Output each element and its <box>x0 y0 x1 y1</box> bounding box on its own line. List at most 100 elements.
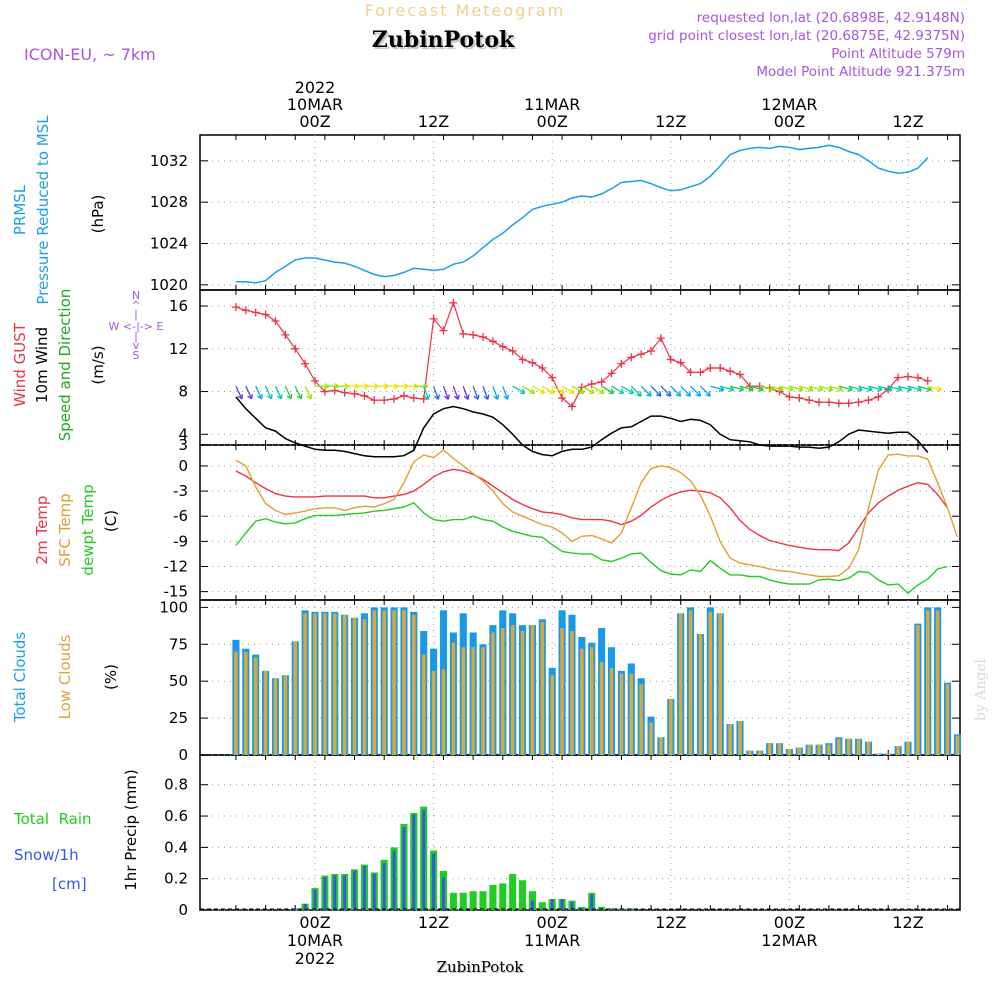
wind-arrow <box>699 385 711 397</box>
wind-gust-marker <box>518 355 527 364</box>
wind-arrow <box>235 385 243 400</box>
wind-gust-marker <box>627 353 636 362</box>
wind-arrow-head <box>237 393 244 400</box>
low-cloud-bar <box>777 743 782 755</box>
precip-frame <box>199 754 961 911</box>
wind-arrow-head <box>655 391 662 397</box>
temp-ytick-label: -9 <box>173 532 188 550</box>
wind-gust-marker <box>696 368 705 377</box>
precip-legend-unit: [cm] <box>52 875 87 893</box>
low-cloud-bar <box>392 610 396 755</box>
low-cloud-bar <box>916 625 920 755</box>
low-cloud-bar <box>234 651 238 755</box>
low-cloud-bar <box>748 750 752 755</box>
rain-bar <box>538 902 546 910</box>
wind-arrow <box>255 385 263 400</box>
compass-s: S <box>133 349 140 362</box>
low-cloud-bar <box>362 619 367 755</box>
low-cloud-bar <box>896 746 900 755</box>
wind-arrow <box>452 385 459 400</box>
closest-point: grid point closest lon,lat (20.6875E, 42… <box>648 28 965 44</box>
wind-arrow-head <box>443 394 450 400</box>
snow-bar <box>432 853 436 910</box>
wind-arrow-head <box>463 394 470 400</box>
wind-gust-marker <box>459 329 468 338</box>
wind-arrow-head <box>588 388 595 394</box>
wind-gust-marker <box>913 373 922 382</box>
bottom-tick-label: 00Z <box>774 913 805 932</box>
low-clouds-label: Low Clouds <box>56 634 74 719</box>
wind-gust-marker <box>785 392 794 401</box>
low-cloud-bar <box>649 722 653 755</box>
precip-legend: Total Rain Snow/1h [cm] 1hr Precip (mm) <box>13 769 140 893</box>
low-cloud-bar <box>846 738 851 755</box>
wind-gust-marker <box>419 395 428 404</box>
low-cloud-bar <box>698 633 703 755</box>
bottom-tick-label: 12Z <box>418 913 449 932</box>
top-tick-label: 2022 <box>295 78 336 97</box>
wind-gust-marker <box>479 333 488 342</box>
wind-arrow-head <box>424 394 431 400</box>
pressure-ytick-label: 1020 <box>150 276 188 294</box>
low-cloud-bar <box>797 747 802 755</box>
bottom-tick-label: 11MAR <box>524 931 580 950</box>
wind-arrow <box>512 385 526 394</box>
wind-arrow <box>532 385 545 394</box>
low-cloud-bar <box>451 642 456 755</box>
wind-arrow <box>571 385 585 394</box>
wind-arrow <box>541 385 555 394</box>
pressure-line <box>235 144 929 284</box>
wind-arrow-head <box>675 391 682 397</box>
low-cloud-bar <box>491 632 495 755</box>
wind-gust-marker <box>666 355 675 364</box>
wind-gust-marker <box>330 386 339 395</box>
wind-arrow <box>868 385 883 391</box>
wind-gust-marker <box>301 359 310 368</box>
low-cloud-bar <box>827 744 831 755</box>
low-cloud-bar <box>273 678 278 755</box>
low-cloud-bar <box>757 750 762 755</box>
wind-gust-marker <box>726 367 735 376</box>
wind-arrow-head <box>618 388 625 394</box>
bottom-tick-label: 10MAR <box>287 931 343 950</box>
low-cloud-bar <box>767 743 772 755</box>
wind-arrow-head <box>266 393 273 400</box>
wind-gust-marker <box>291 344 300 353</box>
low-cloud-bar <box>332 613 337 755</box>
snow-bar <box>422 809 426 910</box>
rain-bar <box>489 884 497 910</box>
wind-arrow-head <box>628 388 635 394</box>
point-altitude: Point Altitude 579m <box>831 46 965 62</box>
low-cloud-bar <box>303 613 307 755</box>
wind-arrow <box>630 385 642 397</box>
low-cloud-bar <box>570 631 574 755</box>
temp-unit: (C) <box>102 510 120 532</box>
wind-gust-marker <box>834 399 843 408</box>
wind-gust-marker <box>261 310 270 319</box>
wind-compass: N ^ | W <-|-> E | v S <box>109 289 164 362</box>
low-cloud-bar <box>244 651 248 755</box>
wind-gust-marker <box>281 330 290 339</box>
wind-ytick-label: 12 <box>169 340 188 358</box>
temp-ytick-label: -3 <box>173 482 188 500</box>
wind-arrow <box>828 385 843 391</box>
wind-arrow-head <box>608 388 615 394</box>
wind-arrow <box>274 385 282 400</box>
wind-gust-marker <box>815 398 824 407</box>
wind-label-group: Wind GUST 10m Wind Speed and Direction (… <box>11 289 107 442</box>
wind-gust-marker <box>567 402 576 411</box>
wind-arrow <box>818 385 833 391</box>
snow-bar <box>560 899 564 910</box>
wind-gust-marker <box>864 396 873 405</box>
snow-bar <box>323 877 327 910</box>
wind-unit: (m/s) <box>89 345 107 384</box>
low-cloud-bar <box>441 669 446 755</box>
wind-arrow <box>561 385 575 394</box>
wind-arrow <box>442 385 449 400</box>
precip-ytick-label: 0.2 <box>164 870 188 888</box>
snow-bar <box>550 899 554 910</box>
wind-arrow <box>304 385 312 400</box>
temp-plot: 0 -3 -6 -9 -12 -15 <box>164 445 960 601</box>
wind-arrow-head <box>539 388 546 394</box>
wind-gust-marker <box>904 372 912 381</box>
